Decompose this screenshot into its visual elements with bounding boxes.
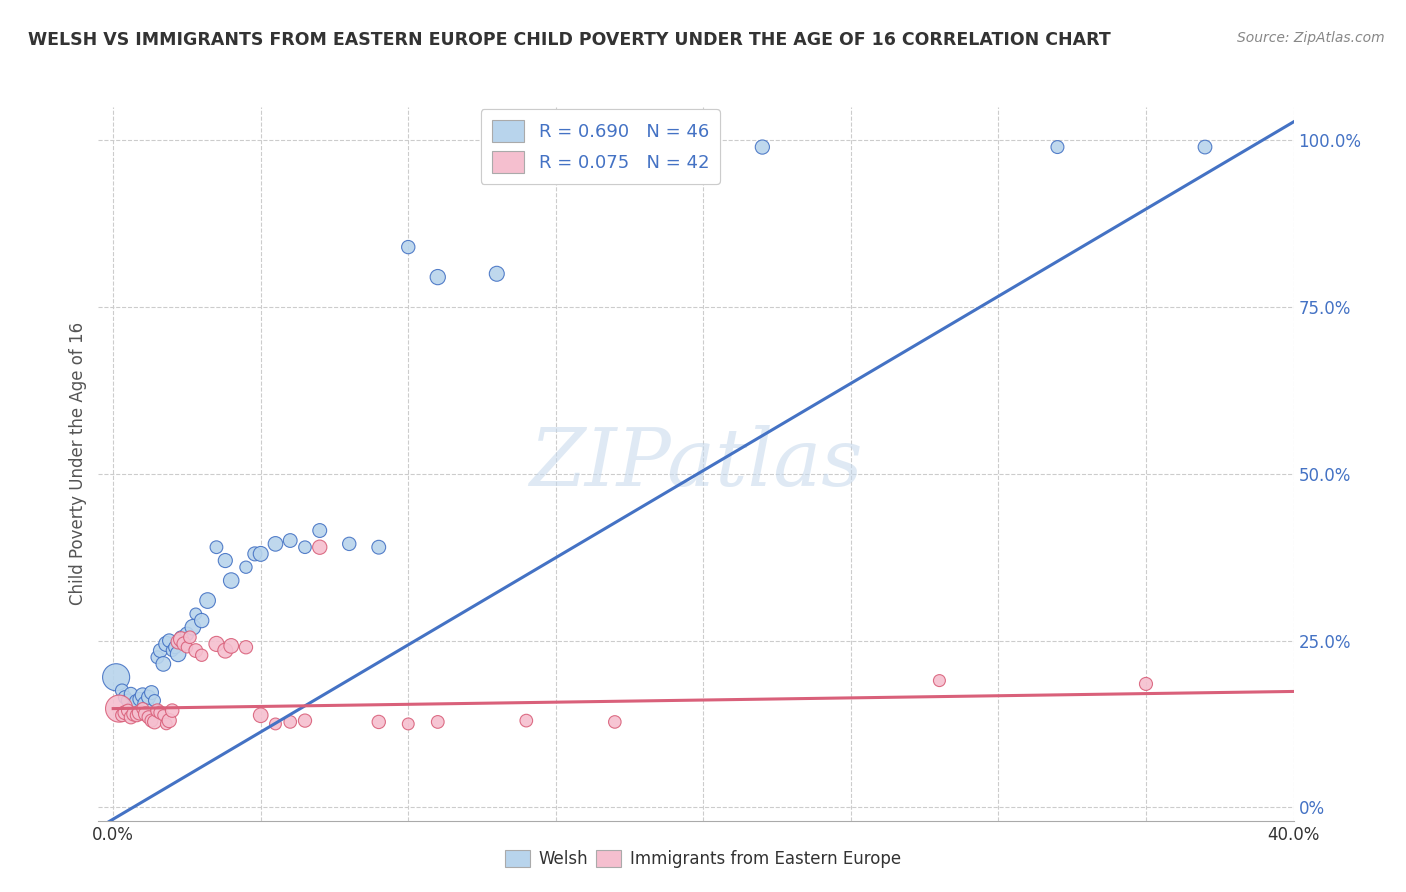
Point [264, 717, 287, 731]
Point [138, 710, 160, 724]
Point [1194, 140, 1216, 154]
Text: ZIPatlas: ZIPatlas [529, 425, 863, 502]
Point [157, 714, 180, 728]
Point [114, 706, 136, 720]
Point [128, 706, 150, 720]
Point [278, 714, 301, 729]
Point [138, 690, 160, 705]
Point [205, 540, 228, 554]
Point [131, 701, 153, 715]
Point [264, 537, 287, 551]
Point [165, 640, 187, 655]
Point [143, 693, 166, 707]
Point [249, 708, 271, 723]
Point [141, 714, 163, 728]
Point [426, 714, 449, 729]
Text: WELSH VS IMMIGRANTS FROM EASTERN EUROPE CHILD POVERTY UNDER THE AGE OF 16 CORREL: WELSH VS IMMIGRANTS FROM EASTERN EUROPE … [28, 31, 1111, 49]
Y-axis label: Child Poverty Under the Age of 16: Child Poverty Under the Age of 16 [69, 322, 87, 606]
Point [152, 708, 174, 723]
Legend: Welsh, Immigrants from Eastern Europe: Welsh, Immigrants from Eastern Europe [499, 843, 907, 875]
Point [167, 647, 190, 661]
Point [170, 632, 193, 647]
Point [214, 643, 236, 657]
Point [173, 637, 195, 651]
Point [751, 140, 773, 154]
Point [155, 637, 177, 651]
Point [105, 670, 128, 684]
Point [367, 714, 389, 729]
Point [1046, 140, 1069, 154]
Point [125, 695, 148, 709]
Point [396, 240, 419, 254]
Text: Source: ZipAtlas.com: Source: ZipAtlas.com [1237, 31, 1385, 45]
Point [167, 635, 190, 649]
Point [184, 607, 207, 621]
Point [197, 593, 219, 607]
Point [544, 140, 567, 154]
Point [179, 630, 201, 644]
Point [515, 714, 537, 728]
Point [190, 648, 212, 663]
Point [485, 267, 508, 281]
Point [122, 697, 145, 711]
Point [131, 688, 153, 702]
Point [149, 706, 172, 720]
Point [114, 690, 136, 705]
Point [120, 710, 142, 724]
Point [111, 708, 134, 723]
Point [111, 683, 134, 698]
Point [603, 714, 626, 729]
Point [190, 614, 212, 628]
Point [160, 704, 183, 718]
Point [120, 687, 142, 701]
Point [146, 704, 169, 718]
Point [108, 701, 131, 715]
Point [249, 547, 271, 561]
Point [205, 637, 228, 651]
Point [157, 633, 180, 648]
Point [308, 524, 330, 538]
Point [396, 717, 419, 731]
Point [294, 714, 316, 728]
Point [143, 714, 166, 729]
Point [176, 627, 198, 641]
Point [181, 620, 204, 634]
Point [152, 657, 174, 671]
Point [928, 673, 950, 688]
Point [308, 540, 330, 554]
Point [235, 640, 257, 655]
Point [184, 643, 207, 657]
Point [294, 540, 316, 554]
Point [367, 540, 389, 554]
Point [219, 639, 242, 653]
Point [214, 553, 236, 567]
Point [149, 643, 172, 657]
Point [135, 697, 157, 711]
Legend: R = 0.690   N = 46, R = 0.075   N = 42: R = 0.690 N = 46, R = 0.075 N = 42 [481, 109, 720, 184]
Point [278, 533, 301, 548]
Point [122, 706, 145, 721]
Point [125, 708, 148, 723]
Point [426, 270, 449, 285]
Point [117, 693, 139, 707]
Point [1135, 677, 1157, 691]
Point [155, 717, 177, 731]
Point [117, 704, 139, 718]
Point [135, 706, 157, 721]
Point [160, 643, 183, 657]
Point [337, 537, 360, 551]
Point [176, 640, 198, 655]
Point [141, 685, 163, 699]
Point [170, 630, 193, 644]
Point [146, 650, 169, 665]
Point [219, 574, 242, 588]
Point [243, 547, 266, 561]
Point [128, 692, 150, 706]
Point [235, 560, 257, 574]
